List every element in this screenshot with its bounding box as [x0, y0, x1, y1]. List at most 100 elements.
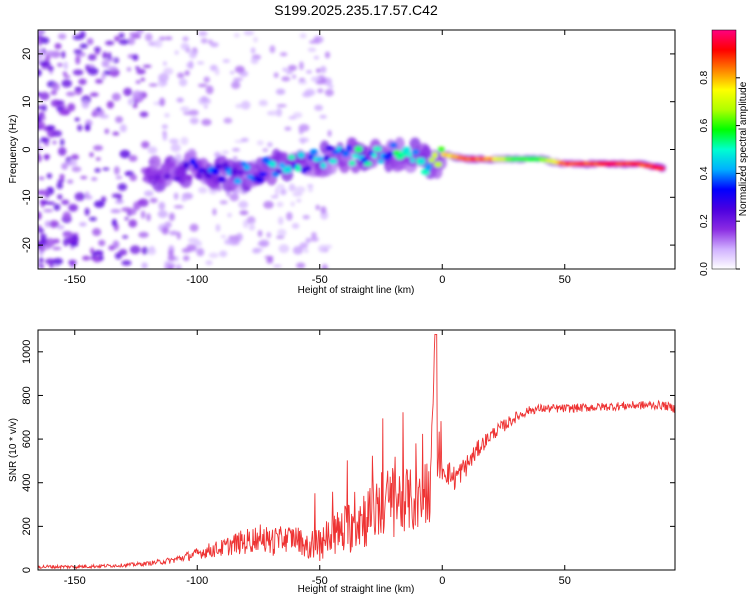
noise-blob	[188, 49, 197, 59]
noise-blob	[41, 104, 47, 112]
noise-blob	[203, 76, 210, 83]
noise-blob	[305, 237, 311, 244]
noise-blob	[250, 221, 255, 230]
noise-blob	[127, 36, 136, 46]
noise-blob	[292, 74, 297, 79]
noise-blob	[38, 30, 43, 37]
ridge-core	[258, 171, 268, 177]
noise-blob	[250, 57, 259, 65]
noise-blob	[319, 114, 327, 119]
noise-blob	[201, 118, 212, 126]
noise-blob	[317, 88, 324, 94]
noise-blob	[290, 201, 295, 207]
noise-blob	[98, 239, 106, 247]
noise-blob	[128, 154, 138, 162]
ridge-core	[268, 160, 277, 168]
noise-blob	[57, 179, 65, 183]
noise-blob	[44, 220, 51, 228]
noise-blob	[68, 203, 78, 212]
noise-blob	[39, 264, 45, 269]
noise-blob	[38, 257, 44, 264]
snr-x-label: Height of straight line (km)	[298, 584, 415, 595]
ridge-core	[325, 145, 335, 151]
ridge-core	[214, 163, 223, 169]
noise-blob	[269, 45, 276, 54]
noise-blob	[95, 157, 101, 161]
noise-blob	[276, 201, 284, 208]
ridge-core	[297, 152, 305, 159]
noise-blob	[163, 67, 174, 75]
noise-blob	[85, 64, 90, 72]
noise-blob	[61, 199, 70, 205]
noise-blob	[112, 240, 120, 249]
noise-blob	[231, 81, 241, 90]
ridge-core	[233, 178, 242, 185]
noise-blob	[315, 68, 321, 73]
noise-blob	[324, 88, 334, 97]
noise-blob	[250, 47, 256, 54]
x-tick-label: -150	[64, 274, 86, 286]
noise-blob	[48, 220, 60, 228]
noise-blob	[281, 76, 291, 82]
noise-blob	[53, 203, 61, 211]
noise-blob	[266, 232, 272, 238]
noise-blob	[52, 257, 64, 265]
noise-blob	[121, 207, 132, 212]
noise-blob	[46, 201, 56, 205]
noise-blob	[38, 111, 45, 118]
noise-blob	[89, 92, 99, 97]
ridge-core	[186, 174, 193, 181]
noise-blob	[239, 210, 249, 216]
ridge-core	[320, 162, 327, 169]
figure-title: S199.2025.235.17.57.C42	[274, 2, 438, 18]
x-tick-label: -150	[64, 575, 86, 587]
noise-blob	[56, 181, 63, 190]
noise-blob	[67, 179, 74, 184]
noise-blob	[321, 264, 328, 269]
noise-blob	[278, 244, 290, 254]
noise-blob	[309, 236, 319, 242]
ridge-core	[657, 166, 666, 171]
noise-blob	[304, 88, 316, 97]
noise-blob	[105, 40, 115, 46]
ridge-core	[323, 155, 330, 162]
ridge-halo	[148, 155, 161, 170]
noise-blob	[127, 98, 133, 106]
noise-blob	[52, 140, 57, 145]
spectrogram-y-label: Frequency (Hz)	[8, 115, 19, 184]
noise-blob	[263, 200, 274, 209]
noise-blob	[315, 80, 326, 85]
noise-blob	[89, 152, 94, 158]
noise-blob	[186, 61, 194, 69]
noise-blob	[38, 154, 43, 163]
ridge-core	[434, 161, 443, 168]
noise-blob	[115, 175, 123, 180]
ridge-core	[195, 172, 203, 180]
noise-blob	[57, 224, 65, 230]
ridge-core	[211, 167, 220, 175]
ridge-core	[230, 168, 239, 176]
noise-blob	[184, 70, 190, 76]
ridge-core	[294, 164, 301, 172]
noise-blob	[274, 187, 279, 196]
noise-blob	[84, 207, 90, 216]
noise-blob	[137, 200, 144, 204]
ridge-core	[284, 165, 292, 173]
noise-blob	[63, 61, 68, 70]
noise-blob	[161, 124, 168, 130]
ridge-core	[287, 154, 296, 160]
ridge-core	[157, 179, 165, 184]
spectrogram-y-axis: -20 -10 0 10 20	[21, 48, 675, 253]
x-tick-label: 0	[439, 575, 445, 587]
noise-blob	[101, 72, 106, 80]
noise-blob	[80, 175, 88, 180]
ridge-core	[243, 164, 251, 171]
noise-blob	[296, 262, 306, 269]
ridge-core	[346, 144, 352, 152]
noise-blob	[40, 37, 50, 44]
noise-blob	[62, 211, 72, 220]
noise-blob	[174, 50, 179, 55]
noise-blob	[74, 192, 86, 201]
noise-blob	[104, 128, 110, 135]
ridge-core	[410, 157, 416, 163]
